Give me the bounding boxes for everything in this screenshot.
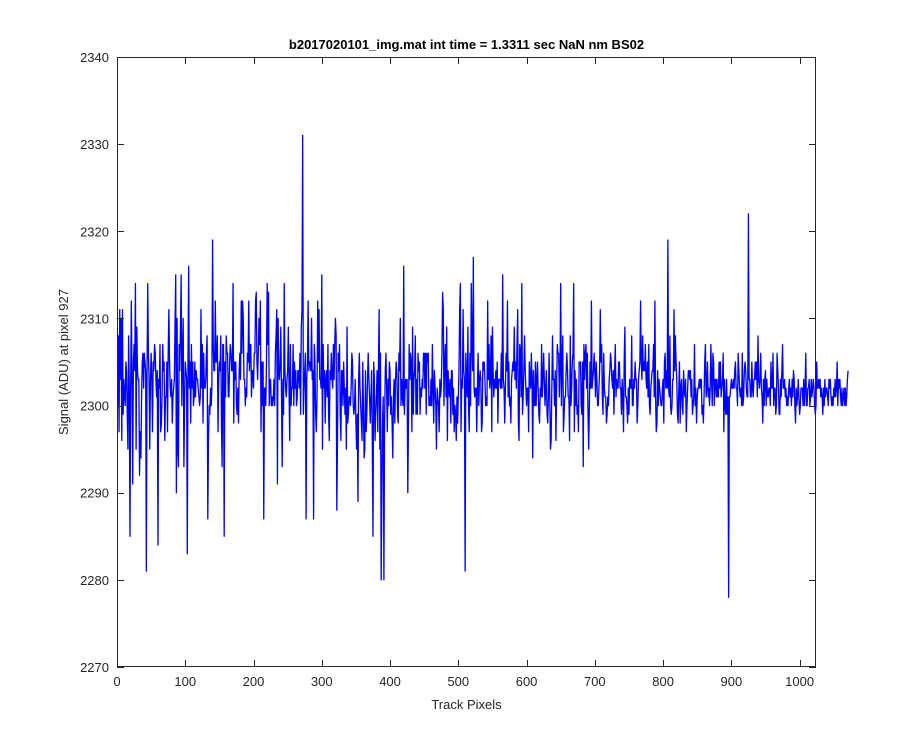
x-axis-label: Track Pixels	[431, 697, 502, 712]
x-tick-label: 300	[311, 674, 333, 689]
y-tick-label: 2310	[80, 311, 109, 326]
y-tick-label: 2300	[80, 399, 109, 414]
x-tick-label: 900	[721, 674, 743, 689]
x-tick-label: 0	[113, 674, 120, 689]
y-axis-label: Signal (ADU) at pixel 927	[56, 289, 71, 435]
series-layer	[117, 134, 849, 598]
x-tick-label: 700	[584, 674, 606, 689]
y-tick-label: 2320	[80, 224, 109, 239]
x-tick-label: 800	[652, 674, 674, 689]
x-tick-label: 1000	[785, 674, 814, 689]
x-tick-label: 400	[379, 674, 401, 689]
series-line	[117, 134, 849, 598]
y-tick-label: 2330	[80, 137, 109, 152]
ticks-layer: 0 100 200 300 400 500 600 700 800 900 1000 2270 2280…	[80, 50, 816, 689]
axes-box	[117, 57, 816, 667]
chart-title: b2017020101_img.mat int time = 1.3311 se…	[289, 37, 644, 52]
x-tick-label: 600	[516, 674, 538, 689]
y-tick-label: 2270	[80, 660, 109, 675]
y-tick-label: 2340	[80, 50, 109, 65]
x-tick-label: 100	[174, 674, 196, 689]
y-tick-label: 2290	[80, 486, 109, 501]
y-tick-label: 2280	[80, 573, 109, 588]
x-tick-label: 200	[243, 674, 265, 689]
x-tick-label: 500	[447, 674, 469, 689]
